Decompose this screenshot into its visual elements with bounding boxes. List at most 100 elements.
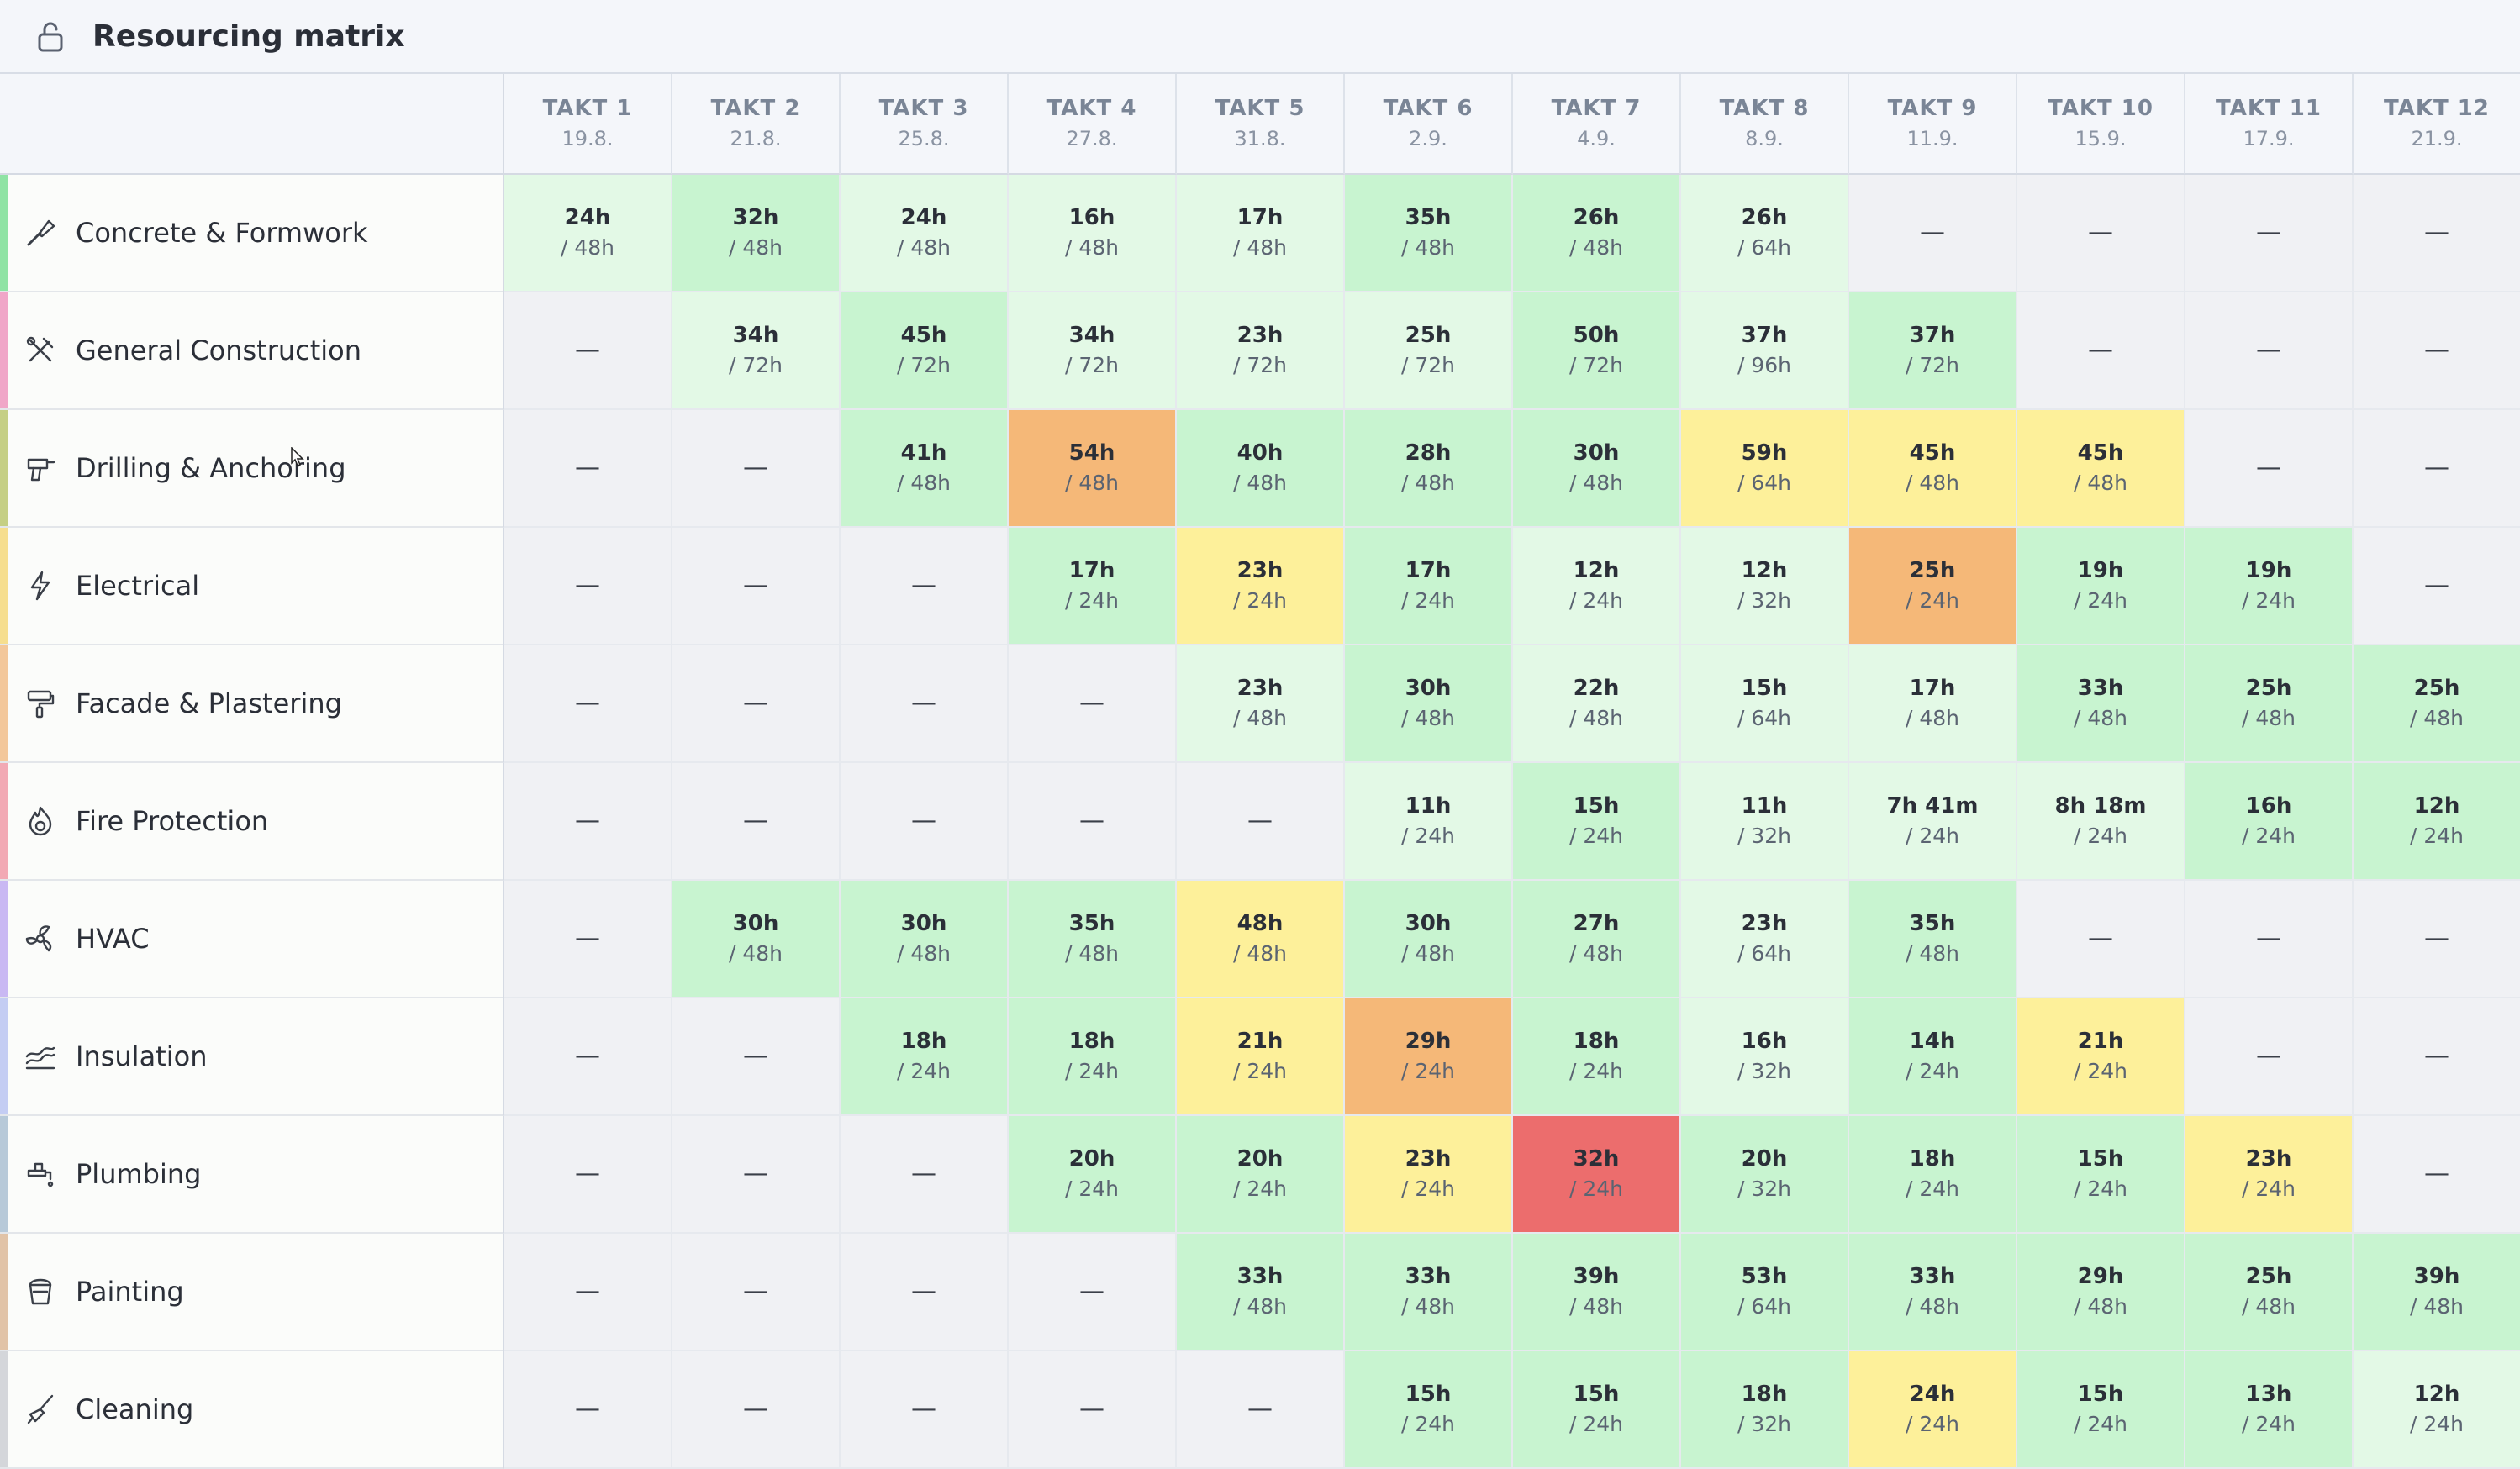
matrix-cell[interactable]: — xyxy=(841,1116,1009,1234)
matrix-cell[interactable]: 34h / 72h xyxy=(1009,292,1177,410)
matrix-cell[interactable]: 12h / 24h xyxy=(1513,528,1681,645)
trade-row-header[interactable]: Concrete & Formwork xyxy=(0,175,504,292)
matrix-cell[interactable]: 53h / 64h xyxy=(1681,1234,1849,1351)
matrix-cell[interactable]: 14h / 24h xyxy=(1849,998,2017,1116)
matrix-cell[interactable]: 18h / 24h xyxy=(1009,998,1177,1116)
matrix-cell[interactable]: 29h / 48h xyxy=(2017,1234,2185,1351)
matrix-cell[interactable]: 20h / 32h xyxy=(1681,1116,1849,1234)
matrix-cell[interactable]: 25h / 48h xyxy=(2354,645,2520,763)
matrix-cell[interactable]: — xyxy=(672,1116,841,1234)
matrix-cell[interactable]: 32h / 24h xyxy=(1513,1116,1681,1234)
matrix-cell[interactable]: 16h / 24h xyxy=(2185,763,2354,881)
matrix-cell[interactable]: 23h / 24h xyxy=(1177,528,1345,645)
matrix-cell[interactable]: 17h / 24h xyxy=(1009,528,1177,645)
matrix-cell[interactable]: 16h / 48h xyxy=(1009,175,1177,292)
matrix-cell[interactable]: — xyxy=(841,1351,1009,1469)
column-header-takt-7[interactable]: TAKT 7 4.9. xyxy=(1513,74,1681,175)
matrix-cell[interactable]: 32h / 48h xyxy=(672,175,841,292)
matrix-cell[interactable]: 26h / 48h xyxy=(1513,175,1681,292)
matrix-cell[interactable]: — xyxy=(504,763,672,881)
matrix-cell[interactable]: 16h / 32h xyxy=(1681,998,1849,1116)
matrix-cell[interactable]: — xyxy=(1177,763,1345,881)
matrix-cell[interactable]: 17h / 24h xyxy=(1345,528,1513,645)
trade-row-header[interactable]: Facade & Plastering xyxy=(0,645,504,763)
matrix-cell[interactable]: 40h / 48h xyxy=(1177,410,1345,528)
matrix-cell[interactable]: 30h / 48h xyxy=(672,881,841,998)
matrix-cell[interactable]: 23h / 72h xyxy=(1177,292,1345,410)
matrix-cell[interactable]: — xyxy=(2017,175,2185,292)
matrix-cell[interactable]: 27h / 48h xyxy=(1513,881,1681,998)
matrix-cell[interactable]: 35h / 48h xyxy=(1009,881,1177,998)
matrix-cell[interactable]: — xyxy=(2354,998,2520,1116)
matrix-cell[interactable]: 39h / 48h xyxy=(1513,1234,1681,1351)
matrix-cell[interactable]: — xyxy=(2354,175,2520,292)
column-header-takt-1[interactable]: TAKT 1 19.8. xyxy=(504,74,672,175)
matrix-cell[interactable]: 20h / 24h xyxy=(1009,1116,1177,1234)
matrix-cell[interactable]: — xyxy=(841,645,1009,763)
column-header-takt-11[interactable]: TAKT 11 17.9. xyxy=(2185,74,2354,175)
column-header-takt-4[interactable]: TAKT 4 27.8. xyxy=(1009,74,1177,175)
matrix-cell[interactable]: 15h / 24h xyxy=(1513,1351,1681,1469)
matrix-cell[interactable]: 12h / 24h xyxy=(2354,763,2520,881)
matrix-cell[interactable]: 18h / 24h xyxy=(841,998,1009,1116)
matrix-cell[interactable]: 23h / 64h xyxy=(1681,881,1849,998)
matrix-cell[interactable]: 25h / 24h xyxy=(1849,528,2017,645)
matrix-cell[interactable]: — xyxy=(2017,292,2185,410)
column-header-takt-5[interactable]: TAKT 5 31.8. xyxy=(1177,74,1345,175)
trade-row-header[interactable]: Painting xyxy=(0,1234,504,1351)
matrix-cell[interactable]: 28h / 48h xyxy=(1345,410,1513,528)
matrix-cell[interactable]: 39h / 48h xyxy=(2354,1234,2520,1351)
trade-row-header[interactable]: Fire Protection xyxy=(0,763,504,881)
matrix-cell[interactable]: 45h / 72h xyxy=(841,292,1009,410)
matrix-cell[interactable]: 12h / 32h xyxy=(1681,528,1849,645)
trade-row-header[interactable]: Electrical xyxy=(0,528,504,645)
matrix-cell[interactable]: 8h 18m / 24h xyxy=(2017,763,2185,881)
matrix-cell[interactable]: — xyxy=(504,1116,672,1234)
matrix-cell[interactable]: 37h / 72h xyxy=(1849,292,2017,410)
matrix-cell[interactable]: 24h / 24h xyxy=(1849,1351,2017,1469)
matrix-cell[interactable]: 59h / 64h xyxy=(1681,410,1849,528)
matrix-cell[interactable]: 33h / 48h xyxy=(2017,645,2185,763)
matrix-cell[interactable]: 45h / 48h xyxy=(1849,410,2017,528)
matrix-cell[interactable]: 22h / 48h xyxy=(1513,645,1681,763)
matrix-cell[interactable]: — xyxy=(1009,1351,1177,1469)
matrix-cell[interactable]: — xyxy=(2354,528,2520,645)
matrix-cell[interactable]: 23h / 24h xyxy=(2185,1116,2354,1234)
matrix-cell[interactable]: 45h / 48h xyxy=(2017,410,2185,528)
matrix-cell[interactable]: — xyxy=(504,998,672,1116)
matrix-cell[interactable]: — xyxy=(2185,881,2354,998)
trade-row-header[interactable]: Drilling & Anchoring xyxy=(0,410,504,528)
matrix-cell[interactable]: 20h / 24h xyxy=(1177,1116,1345,1234)
column-header-takt-12[interactable]: TAKT 12 21.9. xyxy=(2354,74,2520,175)
matrix-cell[interactable]: — xyxy=(2185,998,2354,1116)
matrix-cell[interactable]: 34h / 72h xyxy=(672,292,841,410)
matrix-cell[interactable]: — xyxy=(1009,1234,1177,1351)
matrix-cell[interactable]: — xyxy=(841,763,1009,881)
matrix-cell[interactable]: 33h / 48h xyxy=(1849,1234,2017,1351)
matrix-cell[interactable]: — xyxy=(2354,1116,2520,1234)
matrix-cell[interactable]: — xyxy=(1177,1351,1345,1469)
matrix-cell[interactable]: 54h / 48h xyxy=(1009,410,1177,528)
matrix-cell[interactable]: — xyxy=(504,528,672,645)
matrix-cell[interactable]: — xyxy=(2017,881,2185,998)
matrix-cell[interactable]: — xyxy=(504,1234,672,1351)
matrix-cell[interactable]: 11h / 24h xyxy=(1345,763,1513,881)
matrix-cell[interactable]: 30h / 48h xyxy=(1513,410,1681,528)
matrix-cell[interactable]: 35h / 48h xyxy=(1345,175,1513,292)
matrix-cell[interactable]: 33h / 48h xyxy=(1177,1234,1345,1351)
matrix-cell[interactable]: 25h / 72h xyxy=(1345,292,1513,410)
matrix-cell[interactable]: — xyxy=(2354,881,2520,998)
matrix-cell[interactable]: 29h / 24h xyxy=(1345,998,1513,1116)
column-header-takt-6[interactable]: TAKT 6 2.9. xyxy=(1345,74,1513,175)
trade-row-header[interactable]: HVAC xyxy=(0,881,504,998)
column-header-takt-10[interactable]: TAKT 10 15.9. xyxy=(2017,74,2185,175)
matrix-cell[interactable]: 23h / 24h xyxy=(1345,1116,1513,1234)
matrix-cell[interactable]: 15h / 24h xyxy=(1513,763,1681,881)
matrix-cell[interactable]: 25h / 48h xyxy=(2185,645,2354,763)
matrix-cell[interactable]: — xyxy=(504,292,672,410)
matrix-cell[interactable]: 23h / 48h xyxy=(1177,645,1345,763)
matrix-cell[interactable]: — xyxy=(841,1234,1009,1351)
column-header-takt-3[interactable]: TAKT 3 25.8. xyxy=(841,74,1009,175)
matrix-cell[interactable]: 18h / 24h xyxy=(1849,1116,2017,1234)
matrix-cell[interactable]: 41h / 48h xyxy=(841,410,1009,528)
